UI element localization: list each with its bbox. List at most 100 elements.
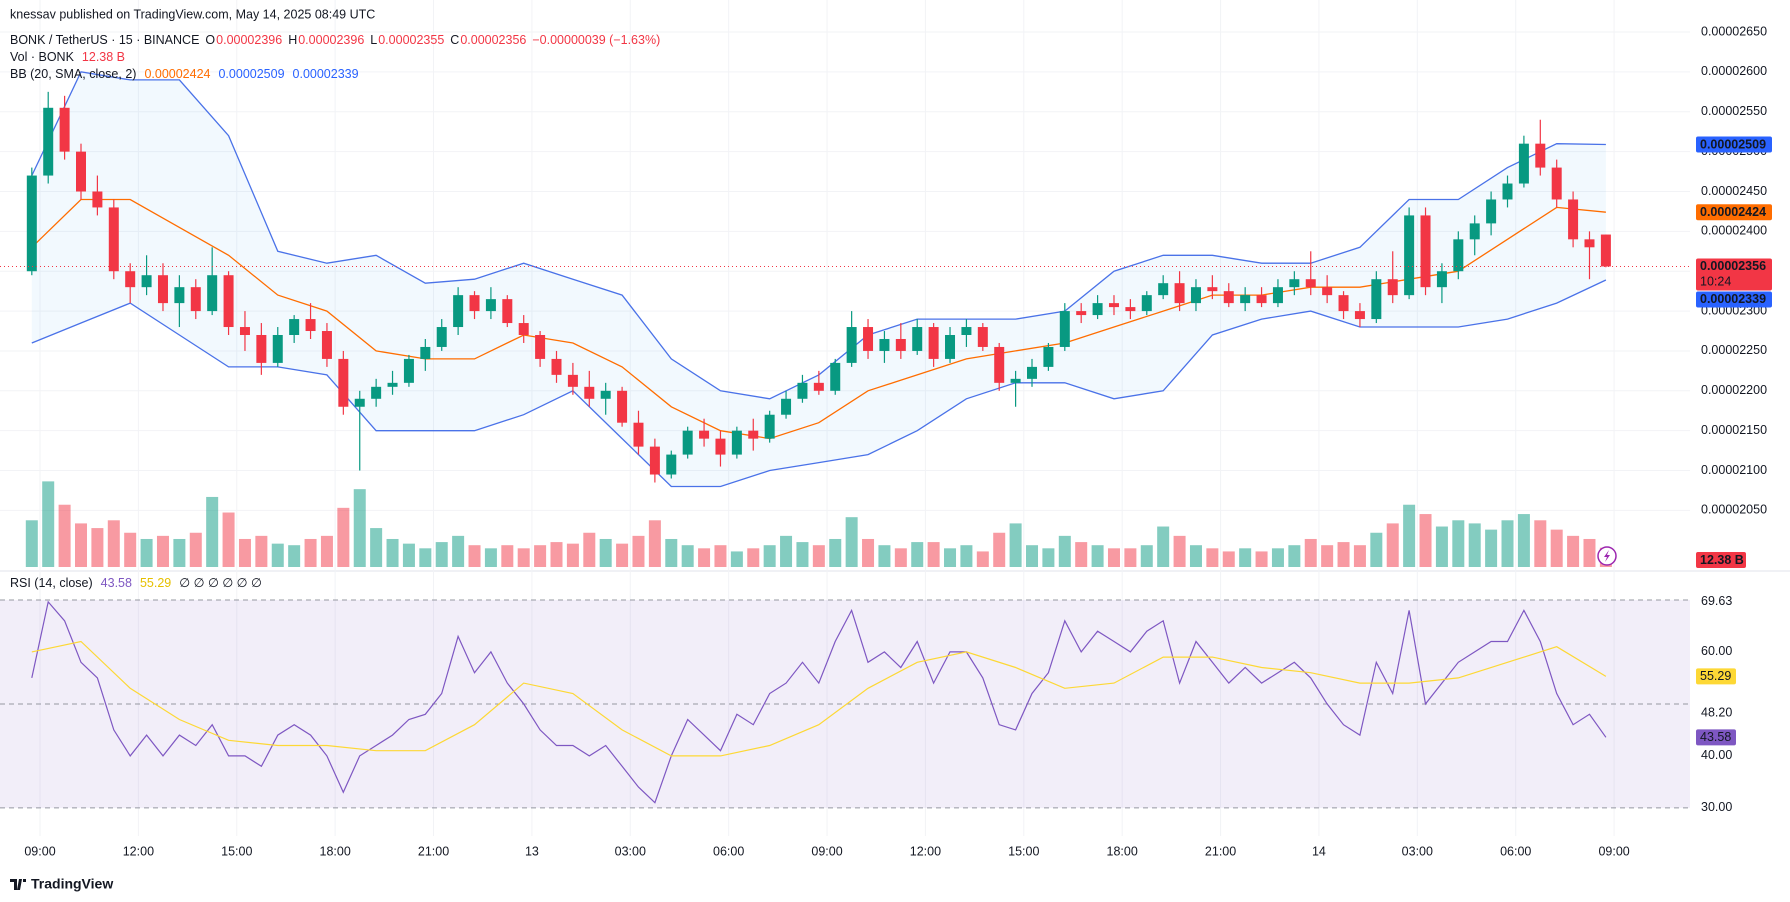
volume-bar <box>632 535 645 567</box>
volume-bar <box>1206 548 1219 567</box>
candle-body <box>223 275 234 328</box>
volume-bar <box>1501 520 1514 567</box>
candle-body <box>1338 295 1349 312</box>
candle-body <box>387 382 398 387</box>
rsi-tick-label: 30.00 <box>1701 800 1732 814</box>
legend-item: 0.00002424 <box>144 67 210 81</box>
candle-body <box>633 422 644 447</box>
candle-body <box>502 299 513 324</box>
volume-bar <box>370 528 383 567</box>
candle-body <box>1092 303 1103 316</box>
candle-body <box>1453 239 1464 272</box>
candle-body <box>912 327 923 351</box>
volume-bar <box>976 551 989 567</box>
candle-body <box>1535 143 1546 168</box>
candle-body <box>666 454 677 475</box>
volume-bar <box>1567 535 1580 567</box>
candle-body <box>731 430 742 455</box>
candle-body <box>59 107 70 152</box>
candle-body <box>1158 283 1169 296</box>
y-tick-label: 0.00002250 <box>1701 343 1767 357</box>
x-tick-label: 18:00 <box>320 844 351 858</box>
candle-body <box>92 191 103 208</box>
volume-bar <box>944 548 957 567</box>
candle-body <box>1043 346 1054 367</box>
candle-body <box>1322 287 1333 296</box>
volume-bar <box>796 542 809 567</box>
volume-bar <box>1403 504 1416 567</box>
candle-body <box>371 386 382 399</box>
candle-body <box>469 295 480 312</box>
volume-bar <box>1255 551 1268 567</box>
price-tag-label: 0.00002339 <box>1700 292 1766 306</box>
volume-bar <box>435 542 448 567</box>
volume-bar <box>91 528 104 567</box>
volume-bar <box>993 532 1006 567</box>
candle-body <box>272 335 283 363</box>
candle-body <box>1568 199 1579 240</box>
volume-bar <box>25 520 38 567</box>
legend-item: BB (20, SMA, close, 2) <box>10 67 136 81</box>
volume-bar <box>1386 523 1399 567</box>
candle-body <box>1010 378 1021 383</box>
candle-body <box>1486 199 1497 224</box>
x-tick-label: 15:00 <box>1008 844 1039 858</box>
legend-item: 0.00002339 <box>293 67 359 81</box>
candle-body <box>584 386 595 399</box>
volume-bar <box>1435 526 1448 567</box>
legend-item: O <box>205 33 215 47</box>
volume-bar <box>156 535 169 567</box>
volume-bar <box>1452 520 1465 567</box>
volume-bar <box>517 548 530 567</box>
candle-body <box>403 358 414 383</box>
rsi-line <box>31 600 1607 804</box>
volume-bar <box>1173 535 1186 567</box>
candle-body <box>420 346 431 359</box>
x-tick-label: 14 <box>1312 844 1326 858</box>
volume-bar <box>320 535 333 567</box>
x-tick-label: 15:00 <box>221 844 252 858</box>
candle-body <box>1190 287 1201 304</box>
legend-item: 0.00002396 <box>298 33 364 47</box>
flash-bolt[interactable] <box>1604 550 1610 562</box>
rsi-tag <box>1696 668 1736 685</box>
candle-body <box>535 335 546 359</box>
candle-body <box>846 327 857 363</box>
volume-bar <box>1534 520 1547 567</box>
x-tick-label: 03:00 <box>615 844 646 858</box>
candle-body <box>1469 223 1480 240</box>
candle-body <box>1223 291 1234 304</box>
candle-body <box>945 335 956 359</box>
legend-item: H <box>288 33 297 47</box>
candle-body <box>1256 295 1267 304</box>
volume-bar <box>1075 542 1088 567</box>
volume-bar <box>616 543 629 567</box>
candle-body <box>518 323 529 336</box>
candle-body <box>928 327 939 359</box>
volume-bar <box>1042 548 1055 567</box>
candle-body <box>1584 239 1595 248</box>
volume-bar <box>337 507 350 567</box>
x-tick-label: 12:00 <box>123 844 154 858</box>
volume-bar <box>1353 545 1366 567</box>
volume-bar <box>1485 529 1498 567</box>
y-tick-label: 0.00002150 <box>1701 423 1767 437</box>
candle-body <box>125 271 136 288</box>
candle-body <box>174 287 185 304</box>
x-tick-label: 21:00 <box>418 844 449 858</box>
candle-body <box>157 275 168 304</box>
x-tick-label: 21:00 <box>1205 844 1236 858</box>
candle-body <box>567 374 578 387</box>
volume-bar <box>304 538 317 567</box>
legend-item: 0.00002396 <box>216 33 282 47</box>
candle-body <box>1076 311 1087 316</box>
rsi-level-label: 69.63 <box>1701 594 1732 608</box>
bb-middle <box>31 198 1606 440</box>
legend-line: BONK / TetherUS · 15 · BINANCE O0.0000239… <box>10 33 660 47</box>
byline: knessav published on TradingView.com, Ma… <box>10 7 375 21</box>
candle-body <box>321 331 332 359</box>
flash-icon[interactable] <box>1597 546 1617 566</box>
volume-bar <box>206 496 219 567</box>
